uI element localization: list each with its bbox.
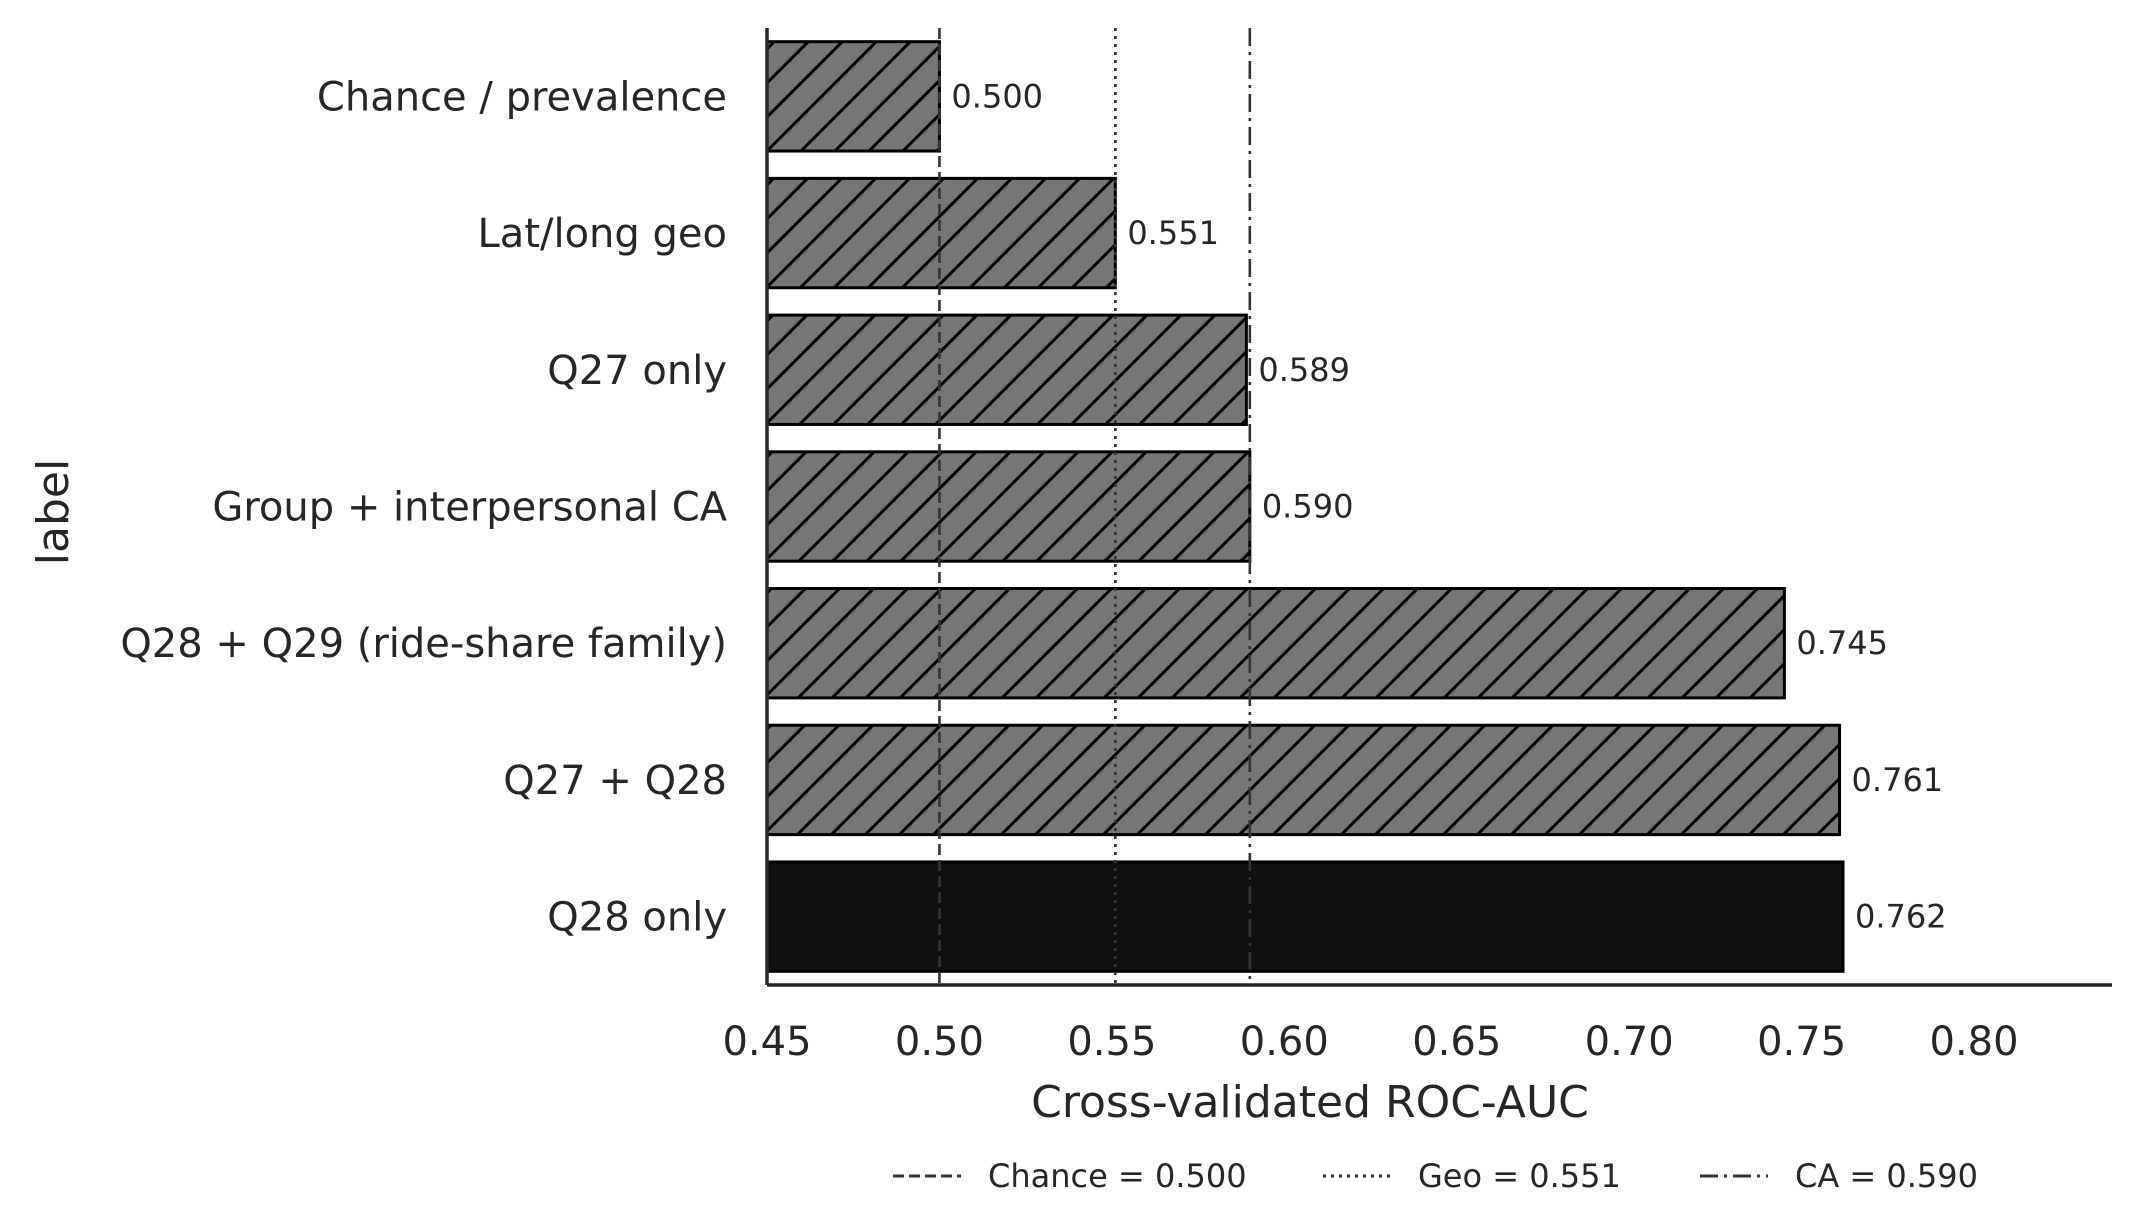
legend-label-dashdot: CA = 0.590 [1795,1157,1978,1195]
x-tick-label-8: 0.80 [1930,1019,2019,1065]
category-label-2: Lat/long geo [478,211,727,257]
value-label-5: 0.745 [1796,624,1888,662]
x-axis-title: Cross-validated ROC-AUC [1031,1077,1589,1128]
bar-3 [765,313,1248,426]
x-tick-label-3: 0.55 [1067,1019,1156,1065]
x-tick-label-2: 0.50 [895,1019,984,1065]
x-tick-label-1: 0.45 [722,1019,811,1065]
value-label-1: 0.500 [951,77,1043,115]
bar-4 [765,450,1252,563]
value-label-3: 0.589 [1258,351,1350,389]
bar-7 [765,860,1845,973]
x-tick-label-5: 0.65 [1412,1019,1501,1065]
legend-label-dotted: Geo = 0.551 [1418,1157,1621,1195]
category-label-5: Q28 + Q29 (ride-share family) [120,621,727,667]
x-tick-label-6: 0.70 [1585,1019,1674,1065]
value-label-6: 0.761 [1852,761,1944,799]
y-axis-title: label [28,459,79,565]
category-label-6: Q27 + Q28 [503,758,727,804]
value-label-2: 0.551 [1127,214,1219,252]
legend: Chance = 0.500 Geo = 0.551 CA = 0.590 [893,1157,1978,1195]
bar-2 [765,176,1117,290]
category-label-4: Group + interpersonal CA [212,485,727,531]
category-label-7: Q28 only [547,895,727,941]
axes-layer: 0.45 0.50 0.55 0.60 0.65 0.70 0.75 0.80 [722,28,2112,1065]
value-label-4: 0.590 [1262,488,1354,526]
x-tick-label-7: 0.75 [1757,1019,1846,1065]
category-label-1: Chance / prevalence [317,74,727,120]
bars-layer [765,40,1845,973]
legend-label-dashed: Chance = 0.500 [988,1157,1247,1195]
bar-5 [765,587,1786,700]
x-tick-label-4: 0.60 [1240,1019,1329,1065]
bar-6 [765,723,1842,837]
value-label-7: 0.762 [1855,898,1947,936]
labels-layer: Chance / prevalence 0.500 Lat/long geo 0.55… [120,74,1946,940]
reference-lines-layer [938,28,1252,985]
bar-1 [765,40,941,153]
category-label-3: Q27 only [547,348,727,394]
